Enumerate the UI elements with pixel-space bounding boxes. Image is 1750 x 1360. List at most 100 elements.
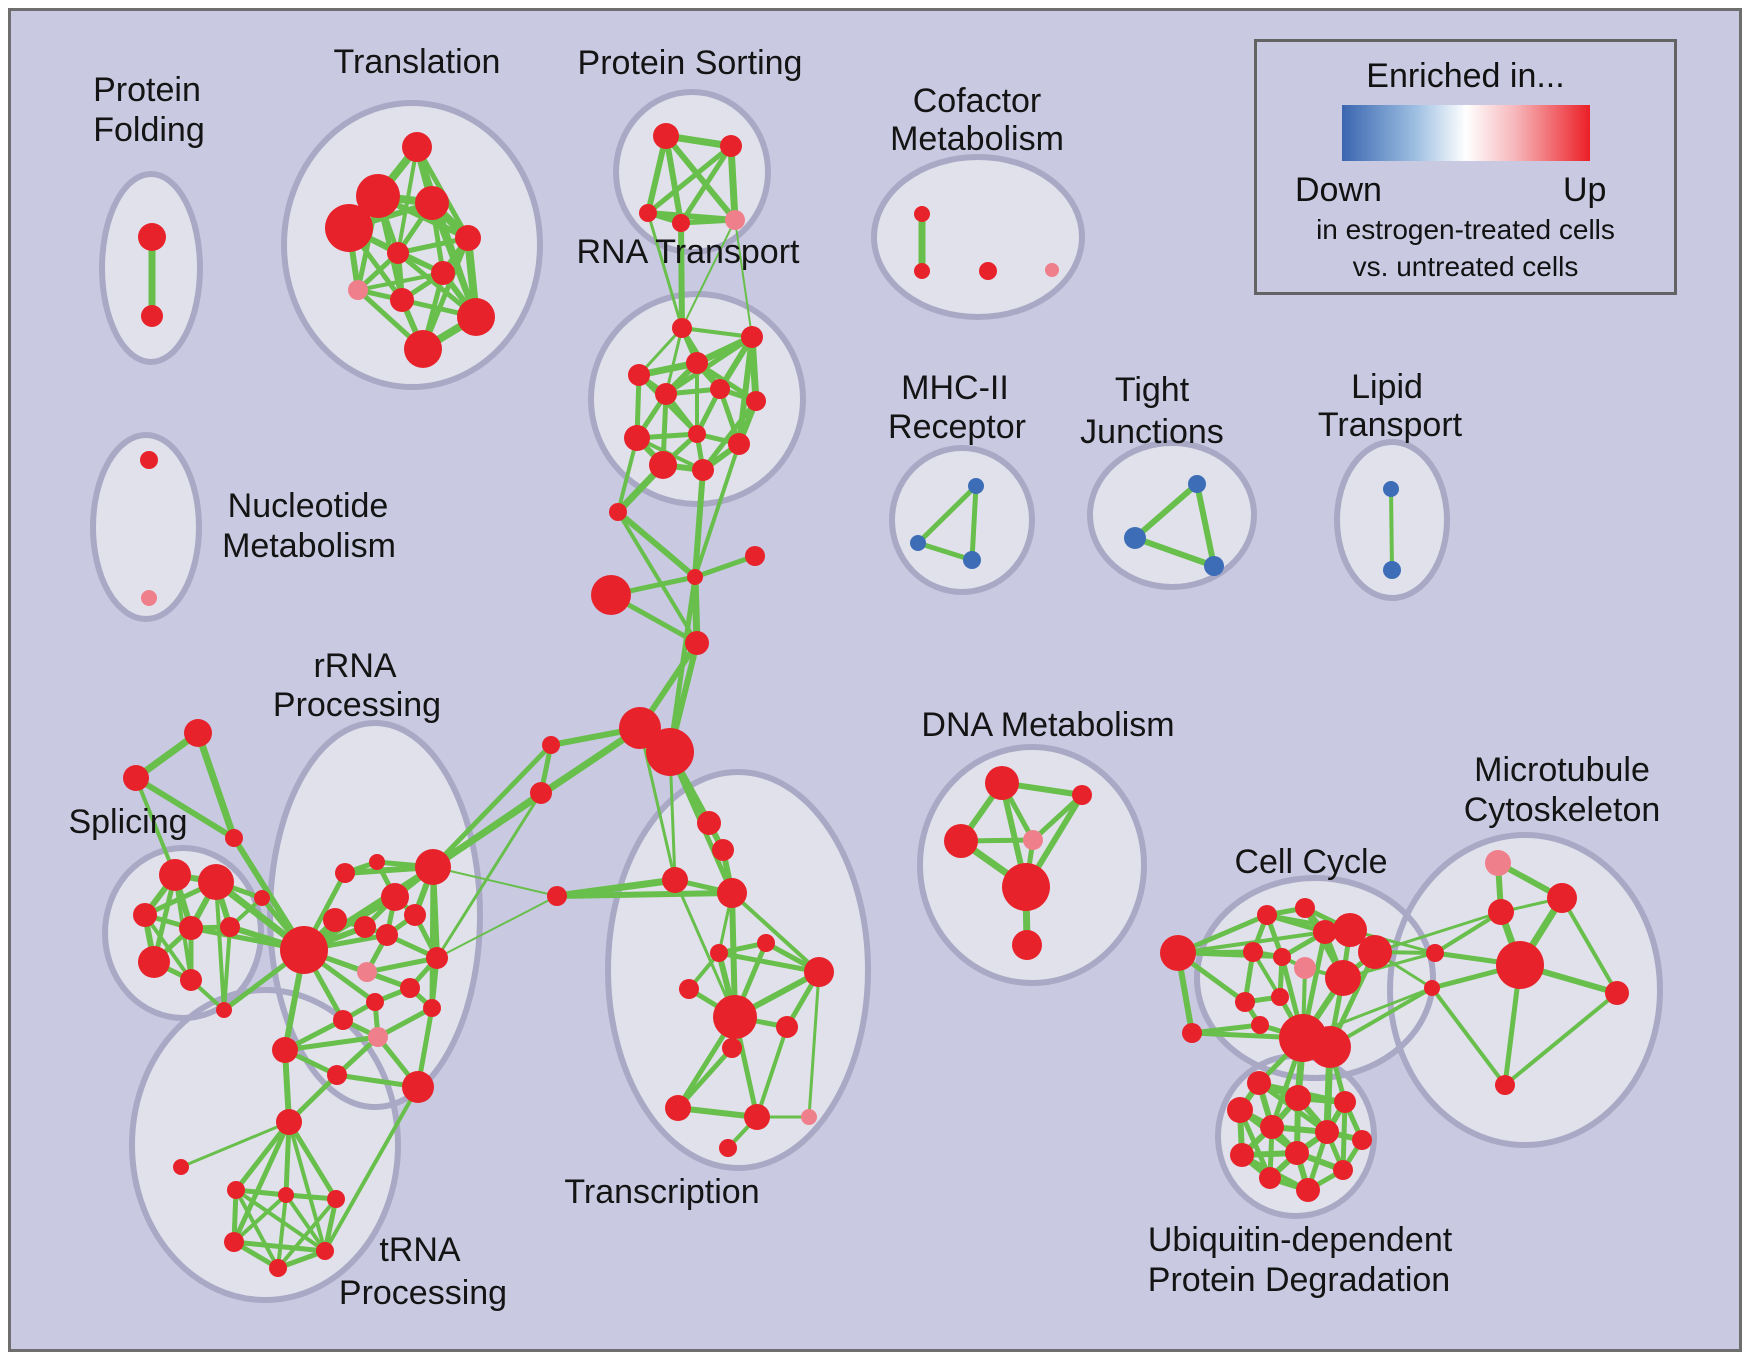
edge-inter-29 bbox=[231, 1119, 292, 1245]
edge-rrna-40 bbox=[282, 1034, 381, 1053]
edge-protein_sorting-2 bbox=[663, 133, 684, 226]
edge-trna-8 bbox=[284, 1193, 327, 1253]
node-protein_folding-0 bbox=[138, 223, 166, 251]
node-mhc_receptor-1 bbox=[910, 535, 926, 551]
cluster-label-trna-line0: tRNA bbox=[379, 1231, 461, 1269]
node-cofactor_metabolism-0 bbox=[914, 206, 930, 222]
edge-microtubule-12 bbox=[1430, 986, 1507, 1087]
edge-protein_sorting-6 bbox=[727, 142, 739, 224]
node-cell_cycle-5 bbox=[1273, 948, 1291, 966]
cluster-outline-rna_transport bbox=[588, 291, 806, 507]
node-splicing-8 bbox=[216, 1002, 232, 1018]
node-ubiquitin-0 bbox=[1247, 1071, 1271, 1095]
edge-inter-38 bbox=[1373, 910, 1503, 954]
node-transcription-13 bbox=[744, 1104, 770, 1130]
node-transcription-11 bbox=[722, 1038, 742, 1058]
node-trna-3 bbox=[327, 1190, 345, 1208]
node-transcription-8 bbox=[679, 979, 699, 999]
cluster-label-mhc_receptor-line1: Receptor bbox=[888, 408, 1026, 446]
node-cell_cycle-13 bbox=[1309, 1026, 1351, 1068]
cluster-outline-transcription bbox=[605, 769, 871, 1171]
node-microtubule-5 bbox=[1426, 944, 1444, 962]
node-transcription-3 bbox=[717, 878, 747, 908]
node-dna_metabolism-1 bbox=[1072, 785, 1092, 805]
node-cell_cycle-9 bbox=[1235, 992, 1255, 1012]
node-cell_cycle-6 bbox=[1294, 957, 1316, 979]
node-translation-10 bbox=[404, 330, 442, 368]
cluster-outline-nucleotide_metabolism bbox=[90, 432, 202, 622]
node-rrna-18 bbox=[402, 1071, 434, 1103]
node-trna-1 bbox=[227, 1181, 245, 1199]
legend-up-label: Up bbox=[1563, 171, 1607, 209]
node-rna_transport-9 bbox=[728, 433, 750, 455]
node-rna_transport-4 bbox=[655, 383, 677, 405]
node-rrna-17 bbox=[327, 1065, 347, 1085]
cluster-outline-mhc_receptor bbox=[889, 445, 1035, 595]
node-protein_sorting-2 bbox=[639, 204, 657, 222]
edge-inter-17 bbox=[430, 790, 544, 870]
node-dna_metabolism-2 bbox=[944, 824, 978, 858]
edge-protein_sorting-1 bbox=[645, 133, 669, 216]
node-transcription-4 bbox=[547, 886, 567, 906]
legend-gradient-bar bbox=[1342, 105, 1590, 161]
edge-inter-23 bbox=[436, 895, 558, 959]
node-rrna-7 bbox=[354, 916, 376, 938]
cluster-label-mhc_receptor-line0: MHC-II bbox=[901, 369, 1009, 407]
node-rrna-8 bbox=[376, 924, 398, 946]
node-rrna-9 bbox=[357, 962, 377, 982]
edge-trna-7 bbox=[234, 1188, 280, 1270]
node-cell_cycle-15 bbox=[1182, 1023, 1202, 1043]
node-splicing-4 bbox=[220, 917, 240, 937]
cluster-label-trna-line1: Processing bbox=[339, 1274, 507, 1312]
cluster-outline-cell_cycle bbox=[1194, 875, 1436, 1081]
edge-trna-9 bbox=[232, 1193, 288, 1244]
node-ubiquitin-8 bbox=[1285, 1141, 1309, 1165]
edge-splicing_satellite-2 bbox=[133, 775, 237, 841]
edge-transcription-9 bbox=[716, 950, 822, 975]
edge-rna_transport-6 bbox=[663, 334, 755, 397]
node-trna-4 bbox=[224, 1232, 244, 1252]
edge-microtubule-7 bbox=[1503, 991, 1619, 1087]
legend-title: Enriched in... bbox=[1366, 57, 1565, 95]
node-nucleotide_metabolism-1 bbox=[141, 590, 157, 606]
node-rrna-16 bbox=[272, 1037, 298, 1063]
edge-mhc_receptor-1 bbox=[915, 540, 975, 563]
node-ubiquitin-5 bbox=[1315, 1120, 1339, 1144]
node-tight_junctions-2 bbox=[1204, 556, 1224, 576]
node-cell_cycle-8 bbox=[1358, 935, 1392, 969]
edge-trna-10 bbox=[276, 1197, 338, 1270]
edge-microtubule-8 bbox=[1560, 896, 1619, 995]
cluster-outline-microtubule bbox=[1387, 832, 1663, 1148]
cluster-label-tight_junctions-line0: Tight bbox=[1115, 371, 1190, 409]
node-rrna-6 bbox=[323, 908, 347, 932]
node-transcription-12 bbox=[665, 1095, 691, 1121]
node-translation-4 bbox=[455, 225, 481, 251]
node-cell_cycle-0 bbox=[1257, 905, 1277, 925]
node-cell_cycle-11 bbox=[1251, 1016, 1269, 1034]
node-rrna-13 bbox=[423, 999, 441, 1017]
edge-links-2 bbox=[692, 553, 758, 580]
node-translation-2 bbox=[325, 204, 373, 252]
edge-protein_sorting-3 bbox=[663, 133, 738, 223]
node-links-8 bbox=[609, 503, 627, 521]
node-splicing-5 bbox=[138, 946, 170, 978]
node-dna_metabolism-0 bbox=[985, 766, 1019, 800]
edge-inter-6 bbox=[693, 442, 741, 579]
edge-inter-5 bbox=[692, 467, 706, 580]
cluster-label-microtubule-line0: Microtubule bbox=[1474, 751, 1650, 789]
node-rrna-0 bbox=[280, 926, 328, 974]
cluster-label-rrna-line0: rRNA bbox=[313, 647, 396, 685]
node-cell_cycle-10 bbox=[1271, 988, 1289, 1006]
node-rna_transport-11 bbox=[692, 459, 714, 481]
cluster-label-protein_folding-line1: Folding bbox=[93, 111, 205, 149]
node-protein_folding-1 bbox=[141, 305, 163, 327]
node-links-3 bbox=[685, 631, 709, 655]
node-rrna-10 bbox=[426, 947, 448, 969]
node-translation-6 bbox=[431, 261, 455, 285]
edge-transcription-7 bbox=[730, 891, 821, 974]
node-rna_transport-2 bbox=[686, 352, 708, 374]
node-tight_junctions-0 bbox=[1188, 475, 1206, 493]
node-protein_sorting-0 bbox=[653, 123, 679, 149]
